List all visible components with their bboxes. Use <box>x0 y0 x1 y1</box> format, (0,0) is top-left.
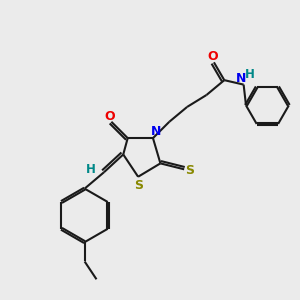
Text: N: N <box>151 125 161 138</box>
Text: H: H <box>245 68 255 81</box>
Text: H: H <box>85 163 95 176</box>
Text: O: O <box>207 50 218 64</box>
Text: O: O <box>105 110 115 123</box>
Text: N: N <box>236 72 246 85</box>
Text: S: S <box>134 178 143 192</box>
Text: S: S <box>185 164 194 177</box>
